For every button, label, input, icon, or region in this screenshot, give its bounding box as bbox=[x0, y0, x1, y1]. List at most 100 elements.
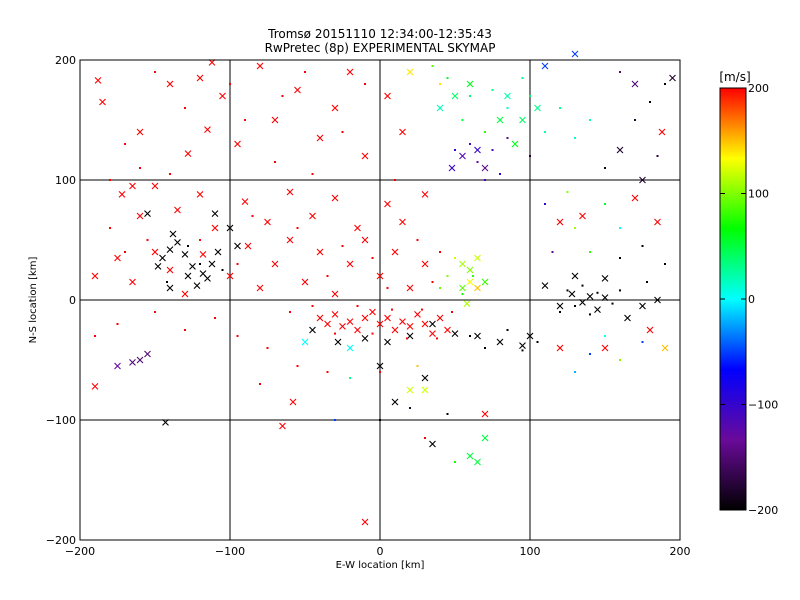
data-point-dot bbox=[589, 353, 591, 355]
chart-subtitle: RwPretec (8p) EXPERIMENTAL SKYMAP bbox=[265, 41, 496, 55]
data-point-cross bbox=[361, 335, 369, 342]
data-point-dot bbox=[589, 251, 591, 253]
data-point-cross bbox=[579, 212, 586, 220]
data-point-dot bbox=[169, 173, 171, 175]
y-tick-label: −100 bbox=[46, 414, 76, 427]
data-point-cross bbox=[219, 92, 226, 100]
x-tick-label: −100 bbox=[215, 545, 245, 558]
data-point-cross bbox=[361, 236, 369, 244]
data-point-dot bbox=[536, 341, 539, 343]
x-tick-label: 0 bbox=[377, 545, 384, 558]
data-point-dot bbox=[356, 305, 359, 307]
data-point-cross bbox=[94, 77, 102, 84]
data-point-dot bbox=[461, 293, 464, 295]
data-point-cross bbox=[406, 386, 414, 394]
data-point-dot bbox=[109, 179, 111, 181]
data-point-cross bbox=[399, 318, 406, 325]
data-point-dot bbox=[199, 239, 201, 241]
data-point-dot bbox=[274, 161, 276, 163]
data-point-cross bbox=[136, 128, 144, 136]
data-point-dot bbox=[461, 119, 464, 121]
data-point-cross bbox=[451, 92, 459, 100]
data-point-dot bbox=[439, 251, 441, 253]
colorbar-tick-label: 0 bbox=[748, 293, 755, 306]
data-point-cross bbox=[391, 248, 399, 256]
data-point-dot bbox=[214, 317, 216, 319]
axis-ticks bbox=[79, 59, 681, 541]
data-point-cross bbox=[289, 398, 297, 406]
x-tick-label: 100 bbox=[520, 545, 541, 558]
data-point-cross bbox=[99, 98, 106, 106]
colorbar: [m/s] 200 100 0 −100 −200 bbox=[719, 70, 778, 517]
data-point-cross bbox=[474, 458, 481, 466]
data-point-cross bbox=[448, 164, 456, 172]
data-point-cross bbox=[444, 326, 451, 334]
data-point-cross bbox=[361, 314, 369, 322]
data-point-cross bbox=[241, 198, 249, 205]
data-point-dot bbox=[139, 167, 141, 169]
data-point-cross bbox=[376, 362, 384, 370]
y-axis-label: N-S location [km] bbox=[28, 257, 39, 344]
data-point-dot bbox=[436, 337, 438, 340]
data-point-cross bbox=[474, 284, 481, 292]
data-point-dot bbox=[199, 263, 201, 265]
data-point-cross bbox=[196, 191, 204, 198]
data-point-cross bbox=[384, 200, 391, 208]
data-point-cross bbox=[129, 182, 136, 190]
data-point-dot bbox=[236, 263, 239, 265]
data-point-cross bbox=[166, 284, 174, 292]
data-point-cross bbox=[496, 338, 504, 346]
data-point-cross bbox=[481, 164, 489, 172]
data-point-cross bbox=[639, 302, 646, 310]
data-point-dot bbox=[364, 83, 366, 85]
colorbar-tick-label: −200 bbox=[748, 504, 778, 517]
data-point-dot bbox=[431, 281, 434, 283]
data-point-cross bbox=[669, 74, 676, 82]
data-point-cross bbox=[519, 116, 526, 124]
data-point-cross bbox=[174, 239, 181, 246]
data-point-dot bbox=[529, 95, 531, 97]
data-point-cross bbox=[91, 383, 99, 390]
data-point-dot bbox=[604, 335, 606, 337]
data-point-cross bbox=[429, 330, 436, 337]
data-point-dot bbox=[371, 257, 374, 259]
data-point-cross bbox=[144, 210, 151, 217]
data-point-dot bbox=[439, 287, 441, 289]
data-point-cross bbox=[481, 278, 489, 286]
data-point-cross bbox=[459, 260, 466, 268]
data-point-cross bbox=[166, 246, 174, 253]
data-point-cross bbox=[474, 332, 481, 340]
data-point-dot bbox=[499, 173, 501, 175]
data-point-cross bbox=[646, 326, 654, 334]
data-point-cross bbox=[226, 272, 234, 280]
data-point-cross bbox=[466, 80, 474, 88]
data-point-cross bbox=[481, 434, 489, 442]
data-point-dot bbox=[326, 371, 329, 373]
data-point-dot bbox=[446, 275, 449, 277]
data-point-cross bbox=[226, 224, 234, 232]
data-point-cross bbox=[504, 92, 511, 100]
data-point-dot bbox=[619, 289, 621, 292]
data-point-dot bbox=[469, 143, 471, 145]
data-point-dot bbox=[371, 332, 374, 335]
data-point-cross bbox=[301, 338, 309, 346]
data-point-cross bbox=[631, 80, 639, 88]
data-point-cross bbox=[234, 242, 241, 250]
data-point-dot bbox=[641, 341, 644, 343]
data-point-cross bbox=[571, 272, 579, 280]
data-point-cross bbox=[421, 260, 429, 268]
data-point-dot bbox=[386, 287, 389, 289]
data-point-cross bbox=[624, 314, 631, 322]
data-point-cross bbox=[376, 320, 384, 328]
data-point-cross bbox=[114, 362, 121, 370]
data-point-dot bbox=[326, 275, 329, 277]
data-point-dot bbox=[476, 161, 479, 163]
data-point-dot bbox=[574, 227, 576, 229]
data-point-dot bbox=[421, 308, 423, 311]
data-point-cross bbox=[519, 342, 526, 349]
data-point-dot bbox=[589, 313, 591, 316]
data-point-cross bbox=[463, 300, 471, 307]
data-point-dot bbox=[454, 461, 456, 463]
x-tick-label: 200 bbox=[670, 545, 691, 558]
